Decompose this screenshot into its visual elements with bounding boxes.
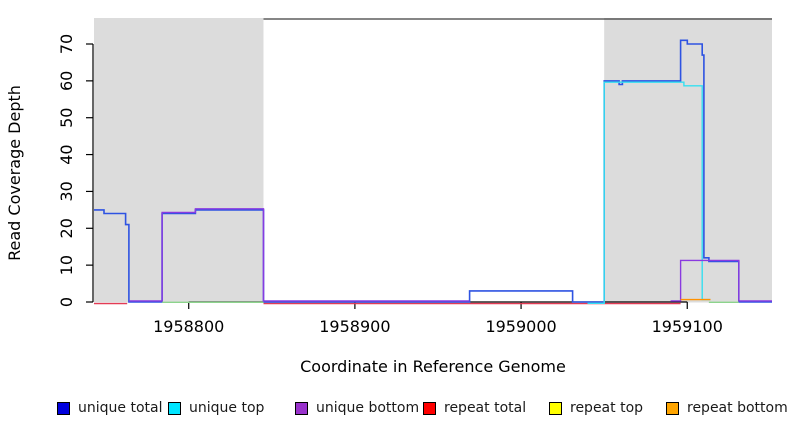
legend-item-unique-total: unique total [57, 397, 162, 419]
legend-item-repeat-bottom: repeat bottom [666, 397, 788, 419]
y-tick-label: 50 [57, 108, 76, 128]
legend-swatch-repeat-top [549, 401, 562, 415]
legend: unique total unique top unique bottom repea… [0, 397, 792, 427]
y-tick-label: 0 [57, 297, 76, 307]
legend-label-unique-bottom: unique bottom [316, 400, 420, 416]
shaded-region [604, 18, 772, 303]
legend-label-unique-total: unique total [78, 400, 163, 416]
series-unique-top [587, 81, 711, 304]
y-tick-label: 40 [57, 144, 76, 164]
x-tick-label: 1959100 [652, 317, 723, 336]
y-tick-label: 30 [57, 181, 76, 201]
y-tick-label: 70 [57, 34, 76, 54]
legend-item-unique-top: unique top [168, 397, 264, 419]
x-tick-label: 1959000 [485, 317, 556, 336]
shaded-region [94, 18, 264, 303]
legend-item-unique-bottom: unique bottom [295, 397, 419, 419]
legend-label-repeat-bottom: repeat bottom [687, 400, 788, 416]
y-tick-label: 20 [57, 218, 76, 238]
legend-swatch-repeat-total [423, 401, 436, 415]
x-tick-label: 1958900 [319, 317, 390, 336]
legend-swatch-unique-total [57, 401, 70, 415]
legend-swatch-repeat-bottom [666, 401, 679, 415]
y-tick-label: 60 [57, 71, 76, 91]
legend-label-unique-top: unique top [189, 400, 265, 416]
series-unique-bottom [128, 208, 772, 302]
legend-swatch-unique-top [168, 401, 181, 415]
legend-label-repeat-top: repeat top [570, 400, 644, 416]
x-axis-title: Coordinate in Reference Genome [300, 357, 566, 376]
legend-label-repeat-total: repeat total [444, 400, 527, 416]
coverage-plot-svg: 1958800 1958900 1959000 1959100 0 10 20 30 40 50 6… [5, 18, 772, 376]
legend-swatch-unique-bottom [295, 401, 308, 415]
x-tick-label: 1958800 [153, 317, 224, 336]
chart-generated-layer: 1958800 1958900 1959000 1959100 0 10 20 30 40 50 6… [57, 18, 772, 336]
legend-item-repeat-top: repeat top [549, 397, 643, 419]
legend-item-repeat-total: repeat total [423, 397, 526, 419]
y-axis-title: Read Coverage Depth [5, 85, 24, 261]
y-tick-label: 10 [57, 255, 76, 275]
